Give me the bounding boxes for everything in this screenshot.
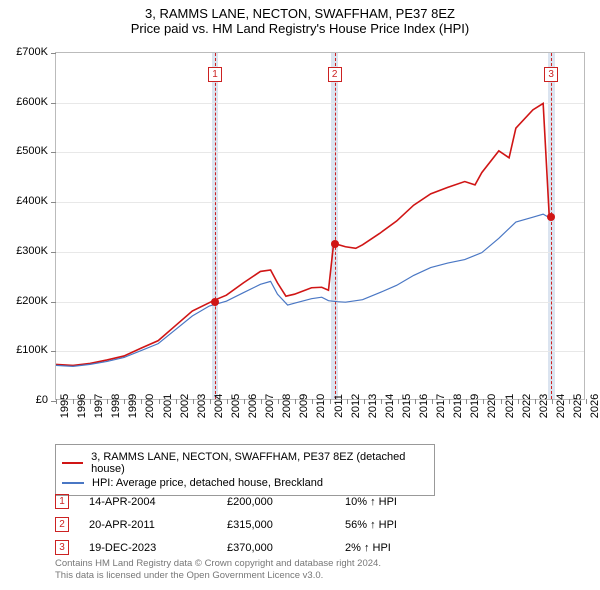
marker-table-row: 1 14-APR-2004 £200,000 10% ↑ HPI bbox=[55, 490, 585, 513]
y-tick-label: £0 bbox=[36, 394, 48, 406]
y-axis-labels: £0£100K£200K£300K£400K£500K£600K£700K bbox=[0, 52, 50, 400]
footer-attribution: Contains HM Land Registry data © Crown c… bbox=[55, 558, 381, 583]
x-axis-labels: 1995199619971998199920002001200220032004… bbox=[55, 404, 585, 444]
legend-swatch bbox=[62, 482, 84, 484]
price-chart: 1 2 3 bbox=[55, 52, 585, 400]
y-tick-label: £300K bbox=[16, 245, 48, 257]
page-subtitle: Price paid vs. HM Land Registry's House … bbox=[0, 21, 600, 36]
marker-table-row: 3 19-DEC-2023 £370,000 2% ↑ HPI bbox=[55, 536, 585, 559]
y-tick-label: £400K bbox=[16, 195, 48, 207]
marker-row-number: 3 bbox=[55, 540, 69, 555]
page-title: 3, RAMMS LANE, NECTON, SWAFFHAM, PE37 8E… bbox=[0, 6, 600, 21]
marker-number-box: 1 bbox=[208, 67, 222, 82]
y-tick-label: £600K bbox=[16, 96, 48, 108]
legend-label: HPI: Average price, detached house, Brec… bbox=[92, 477, 323, 489]
marker-number-box: 2 bbox=[328, 67, 342, 82]
marker-row-number: 1 bbox=[55, 494, 69, 509]
chart-lines bbox=[56, 53, 584, 399]
price-dot bbox=[547, 213, 555, 221]
price-dot bbox=[211, 298, 219, 306]
marker-table-row: 2 20-APR-2011 £315,000 56% ↑ HPI bbox=[55, 513, 585, 536]
legend-swatch bbox=[62, 462, 83, 464]
legend-item: HPI: Average price, detached house, Brec… bbox=[62, 477, 428, 489]
marker-table: 1 14-APR-2004 £200,000 10% ↑ HPI 2 20-APR-201… bbox=[55, 490, 585, 559]
marker-row-price: £370,000 bbox=[227, 542, 337, 554]
marker-row-pct: 2% ↑ HPI bbox=[345, 542, 465, 554]
marker-row-pct: 56% ↑ HPI bbox=[345, 519, 465, 531]
x-tick-label: 2026 bbox=[589, 394, 600, 418]
marker-row-date: 20-APR-2011 bbox=[89, 519, 219, 531]
marker-row-date: 19-DEC-2023 bbox=[89, 542, 219, 554]
marker-row-price: £315,000 bbox=[227, 519, 337, 531]
y-tick-label: £700K bbox=[16, 46, 48, 58]
y-tick-label: £100K bbox=[16, 344, 48, 356]
chart-legend: 3, RAMMS LANE, NECTON, SWAFFHAM, PE37 8E… bbox=[55, 444, 435, 496]
footer-line-2: This data is licensed under the Open Gov… bbox=[55, 570, 381, 582]
y-tick-label: £500K bbox=[16, 145, 48, 157]
y-tick-label: £200K bbox=[16, 295, 48, 307]
series-line bbox=[56, 103, 551, 365]
marker-row-date: 14-APR-2004 bbox=[89, 496, 219, 508]
legend-item: 3, RAMMS LANE, NECTON, SWAFFHAM, PE37 8E… bbox=[62, 451, 428, 475]
marker-row-number: 2 bbox=[55, 517, 69, 532]
marker-number-box: 3 bbox=[544, 67, 558, 82]
footer-line-1: Contains HM Land Registry data © Crown c… bbox=[55, 558, 381, 570]
legend-label: 3, RAMMS LANE, NECTON, SWAFFHAM, PE37 8E… bbox=[91, 451, 428, 475]
marker-row-price: £200,000 bbox=[227, 496, 337, 508]
price-dot bbox=[331, 240, 339, 248]
marker-row-pct: 10% ↑ HPI bbox=[345, 496, 465, 508]
